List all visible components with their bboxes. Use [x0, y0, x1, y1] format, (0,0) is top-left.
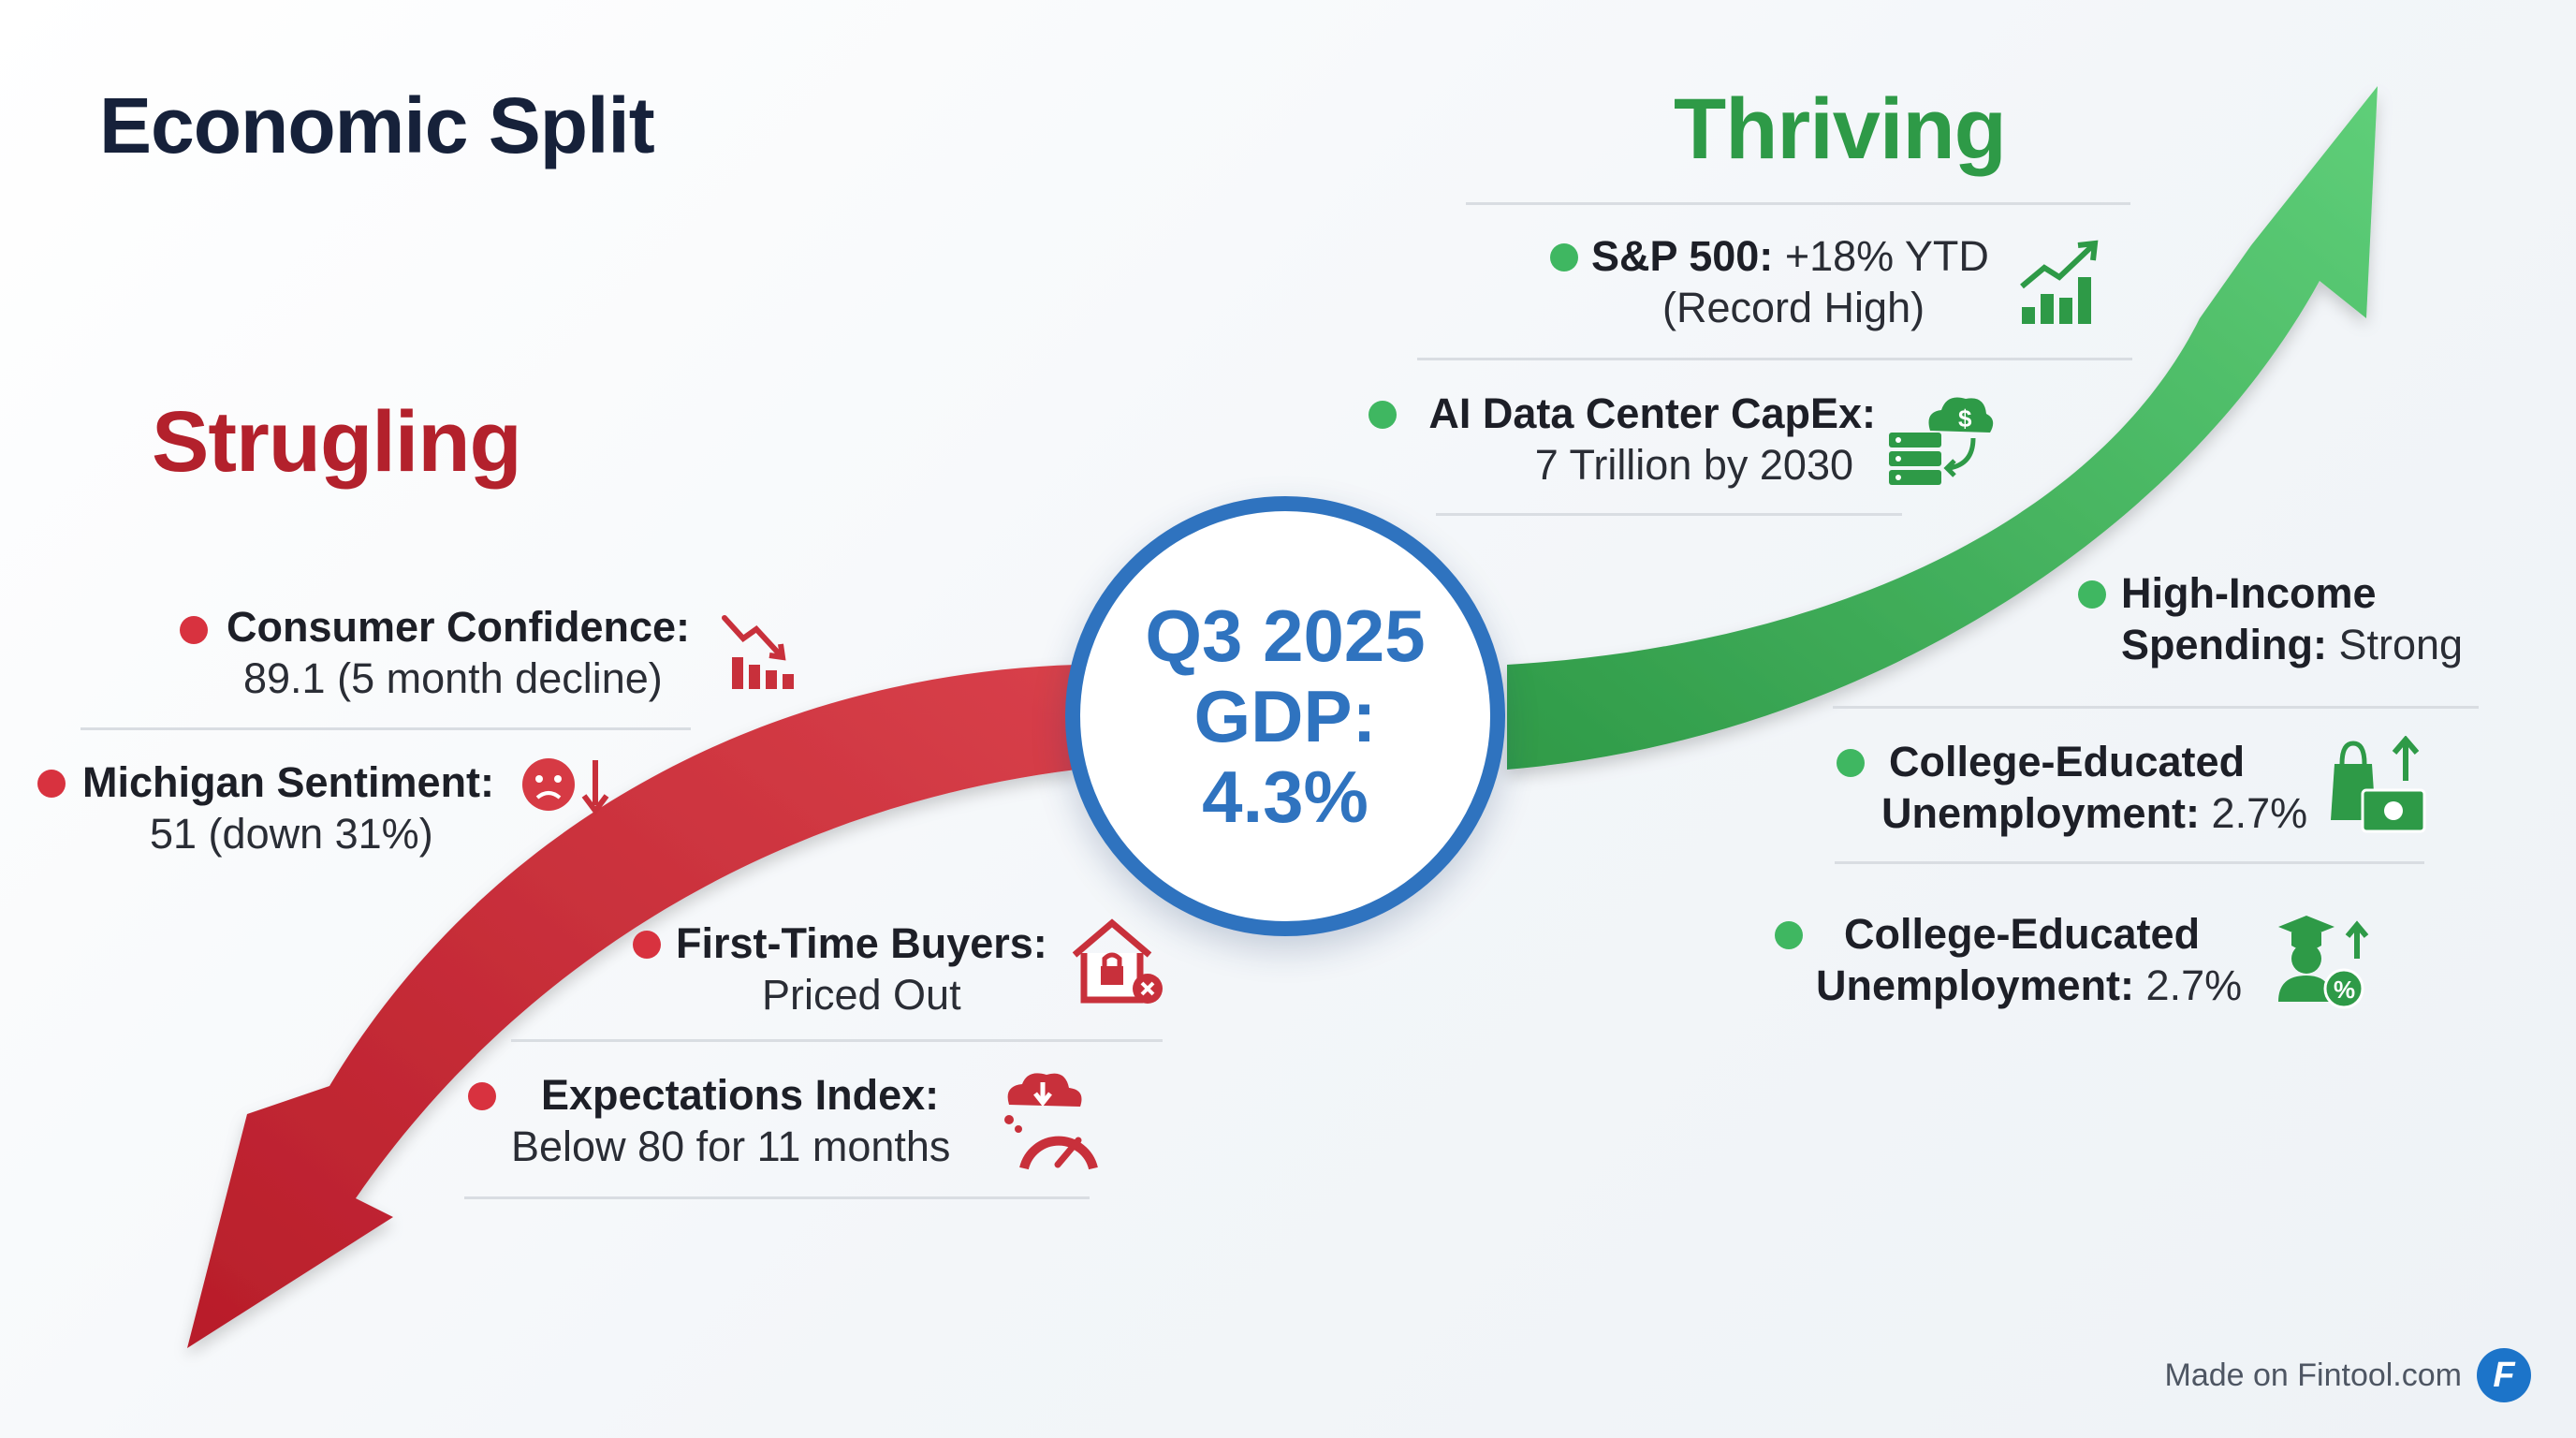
struggling-item-consumer-confidence: Consumer Confidence: 89.1 (5 month decli… [227, 601, 713, 704]
bullet-dot [2078, 580, 2106, 609]
fintool-logo-icon[interactable]: F [2477, 1348, 2531, 1402]
item-label-2: Unemployment: [1881, 789, 2201, 837]
footer-text: Made on Fintool.com [2164, 1357, 2463, 1393]
divider [1417, 358, 2132, 360]
bar-chart-rising-icon [2020, 240, 2099, 324]
item-value: 51 (down 31%) [150, 810, 433, 858]
chart-decline-icon [722, 615, 794, 689]
bullet-dot [1775, 921, 1803, 949]
struggling-arrow [187, 665, 1076, 1348]
item-label: College-Educated [1844, 910, 2201, 958]
item-value: 89.1 (5 month decline) [243, 654, 663, 702]
item-label: College-Educated [1889, 738, 2246, 785]
struggling-heading: Strugling [152, 394, 522, 490]
bullet-dot [1550, 243, 1578, 271]
item-label: S&P 500: [1591, 232, 1774, 280]
thriving-heading: Thriving [1674, 81, 2007, 177]
divider [464, 1196, 1090, 1199]
locked-house-icon [1072, 918, 1163, 1004]
item-label: Michigan Sentiment: [82, 758, 495, 806]
struggling-item-michigan-sentiment: Michigan Sentiment: 51 (down 31%) [82, 756, 532, 859]
svg-text:%: % [2334, 976, 2355, 1004]
divider [1835, 861, 2424, 864]
thriving-item-high-income: High-Income Spending: Strong [2121, 567, 2533, 670]
server-cloud-dollar-icon: $ [1889, 397, 1994, 485]
thriving-item-sp500: S&P 500: +18% YTD (Record High) [1591, 230, 2003, 333]
divider [1833, 706, 2479, 709]
gdp-line2: GDP: [1193, 675, 1377, 757]
item-label: AI Data Center CapEx: [1428, 389, 1876, 437]
gdp-line3: 4.3% [1202, 756, 1368, 838]
bullet-dot [468, 1082, 496, 1110]
item-value: Below 80 for 11 months [511, 1123, 951, 1170]
bullet-dot [1368, 401, 1397, 429]
item-value: 7 Trillion by 2030 [1534, 441, 1853, 489]
divider [1466, 202, 2130, 205]
page-title: Economic Split [99, 81, 655, 169]
item-label: Consumer Confidence: [227, 603, 691, 651]
divider [80, 727, 691, 730]
thriving-item-college-educated-2: College-Educated Unemployment: 2.7% [1816, 908, 2265, 1011]
item-label: Expectations Index: [541, 1071, 940, 1119]
bullet-dot [633, 931, 661, 959]
item-label: First-Time Buyers: [676, 919, 1047, 967]
sad-face-down-arrow-icon [522, 758, 609, 815]
item-label: High-Income [2121, 569, 2377, 617]
struggling-item-first-time-buyers: First-Time Buyers: Priced Out [676, 917, 1069, 1020]
item-value: 2.7% [2145, 961, 2243, 1009]
thriving-arrow [1507, 86, 2378, 770]
item-value-2: (Record High) [1662, 284, 1925, 331]
gdp-line1: Q3 2025 [1145, 594, 1426, 677]
divider [511, 1039, 1163, 1042]
graduate-percent-icon: % [2278, 916, 2369, 1009]
thriving-item-college-educated-1: College-Educated Unemployment: 2.7% [1881, 736, 2331, 839]
divider [1436, 513, 1902, 516]
item-value: 2.7% [2211, 789, 2308, 837]
bullet-dot [1837, 749, 1865, 777]
item-label-2: Spending: [2121, 621, 2327, 668]
cloud-gauge-icon [1004, 1073, 1098, 1170]
item-value: Priced Out [762, 971, 961, 1019]
item-label-2: Unemployment: [1816, 961, 2135, 1009]
item-value: +18% YTD [1784, 232, 1989, 280]
thriving-item-ai-capex: AI Data Center CapEx: 7 Trillion by 2030 [1412, 388, 1876, 491]
bullet-dot [180, 616, 208, 644]
bullet-dot [37, 770, 66, 798]
svg-text:$: $ [1958, 404, 1972, 433]
gdp-circle: Q3 2025 GDP: 4.3% [1065, 496, 1505, 936]
shopping-bag-cash-icon [2331, 736, 2426, 833]
item-value: Strong [2338, 621, 2464, 668]
struggling-item-expectations-index: Expectations Index: Below 80 for 11 mont… [511, 1069, 998, 1172]
